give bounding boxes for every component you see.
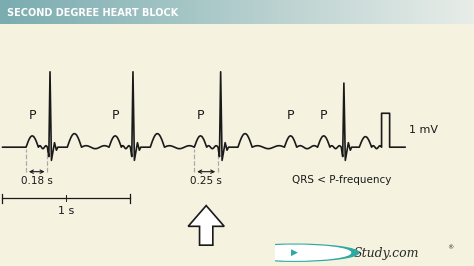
Text: ▶: ▶ — [292, 248, 298, 257]
Text: P: P — [197, 109, 204, 122]
Text: Study.com: Study.com — [354, 247, 419, 260]
Polygon shape — [188, 206, 224, 245]
Text: QRS < P-frequency: QRS < P-frequency — [292, 176, 391, 185]
Circle shape — [239, 245, 351, 260]
Text: P: P — [28, 109, 36, 122]
Text: 0.25 s: 0.25 s — [190, 176, 222, 186]
Text: P: P — [320, 109, 328, 122]
Text: 1 s: 1 s — [58, 206, 74, 216]
Text: 1 mV: 1 mV — [409, 125, 438, 135]
Text: ®: ® — [447, 245, 453, 250]
Text: 0.18 s: 0.18 s — [21, 176, 53, 186]
Text: P: P — [287, 109, 294, 122]
Text: SECOND DEGREE HEART BLOCK: SECOND DEGREE HEART BLOCK — [7, 8, 178, 18]
Circle shape — [231, 244, 358, 261]
Text: P: P — [111, 109, 119, 122]
